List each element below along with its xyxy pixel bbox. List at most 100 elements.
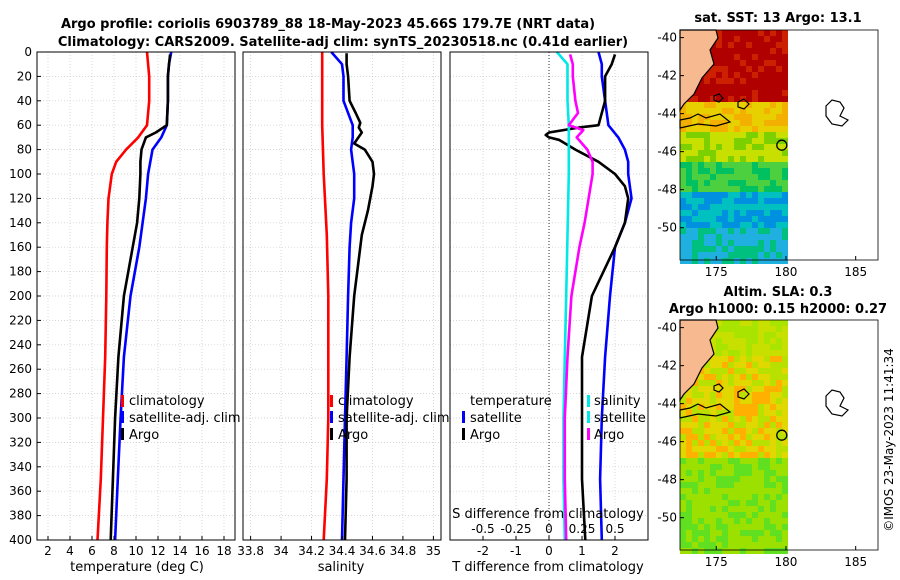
map-cell — [734, 332, 740, 338]
y-tick-label: 120 — [9, 191, 32, 205]
map-cell — [740, 102, 746, 108]
map-cell — [728, 524, 734, 530]
map-cell — [704, 234, 710, 240]
map-cell — [770, 326, 776, 332]
map-cell — [740, 126, 746, 132]
map-cell — [692, 482, 698, 488]
map-cell — [758, 428, 764, 434]
map-cell — [758, 48, 764, 54]
map-cell — [776, 126, 782, 132]
map-cell — [770, 258, 776, 264]
legend-swatch-salinity — [587, 395, 590, 407]
map-cell — [758, 132, 764, 138]
map-cell — [764, 90, 770, 96]
map-cell — [746, 410, 752, 416]
map-cell — [776, 84, 782, 90]
map-cell — [764, 410, 770, 416]
map-cell — [752, 374, 758, 380]
map-cell — [710, 108, 716, 114]
map-cell — [782, 210, 788, 216]
map-cell — [764, 494, 770, 500]
map-cell — [710, 506, 716, 512]
map-cell — [770, 150, 776, 156]
map-cell — [758, 488, 764, 494]
map-y-tick-label: -44 — [657, 397, 677, 411]
map-cell — [692, 452, 698, 458]
map-cell — [710, 102, 716, 108]
map-cell — [680, 464, 686, 470]
map-cell — [764, 488, 770, 494]
map-cell — [740, 144, 746, 150]
map-cell — [770, 126, 776, 132]
map-cell — [728, 132, 734, 138]
map-cell — [752, 96, 758, 102]
y-tick-label: 260 — [9, 362, 32, 376]
map-cell — [716, 350, 722, 356]
map-cell — [770, 36, 776, 42]
map-cell — [698, 150, 704, 156]
map-cell — [704, 470, 710, 476]
map-cell — [692, 500, 698, 506]
map-cell — [716, 90, 722, 96]
map-cell — [740, 356, 746, 362]
map-cell — [722, 500, 728, 506]
map-cell — [716, 326, 722, 332]
map-cell — [770, 530, 776, 536]
map-cell — [746, 548, 752, 554]
map-cell — [686, 494, 692, 500]
map-cell — [692, 524, 698, 530]
map-cell — [710, 78, 716, 84]
map-cell — [722, 186, 728, 192]
map-cell — [716, 180, 722, 186]
map-cell — [782, 126, 788, 132]
map-cell — [698, 422, 704, 428]
map-cell — [686, 404, 692, 410]
map-cell — [776, 234, 782, 240]
legend-group-salinity: salinity — [594, 394, 641, 409]
map-cell — [734, 374, 740, 380]
credit-stamp: ©IMOS 23-May-2023 11:41:34 — [882, 348, 896, 532]
map-cell — [764, 72, 770, 78]
map-cell — [686, 476, 692, 482]
map-cell — [680, 416, 686, 422]
map-cell — [710, 114, 716, 120]
land-mass — [679, 319, 719, 402]
map-cell — [782, 338, 788, 344]
map-cell — [782, 536, 788, 542]
map-cell — [692, 126, 698, 132]
map-cell — [722, 512, 728, 518]
map-cell — [728, 216, 734, 222]
map-x-tick-label: 175 — [705, 265, 728, 279]
legend-label-satellite: satellite-adj. clim — [338, 411, 450, 426]
map-cell — [692, 192, 698, 198]
y-tick-label: 280 — [9, 387, 32, 401]
map-cell — [722, 114, 728, 120]
map-cell — [686, 398, 692, 404]
map-cell — [782, 240, 788, 246]
map-cell — [734, 416, 740, 422]
map-cell — [740, 482, 746, 488]
map-cell — [716, 192, 722, 198]
map-cell — [698, 374, 704, 380]
map-cell — [770, 470, 776, 476]
map-cell — [782, 458, 788, 464]
map-cell — [686, 120, 692, 126]
map-cell — [752, 36, 758, 42]
map-cell — [776, 416, 782, 422]
map-cell — [716, 338, 722, 344]
map-cell — [752, 530, 758, 536]
map-cell — [698, 452, 704, 458]
map-cell — [698, 234, 704, 240]
map-cell — [722, 416, 728, 422]
map-cell — [710, 548, 716, 554]
map-cell — [776, 374, 782, 380]
map-cell — [680, 404, 686, 410]
map-cell — [686, 458, 692, 464]
map-cell — [734, 380, 740, 386]
map-cell — [746, 368, 752, 374]
map-cell — [770, 138, 776, 144]
map-cell — [740, 48, 746, 54]
map-cell — [698, 240, 704, 246]
map-cell — [764, 470, 770, 476]
map-cell — [776, 114, 782, 120]
